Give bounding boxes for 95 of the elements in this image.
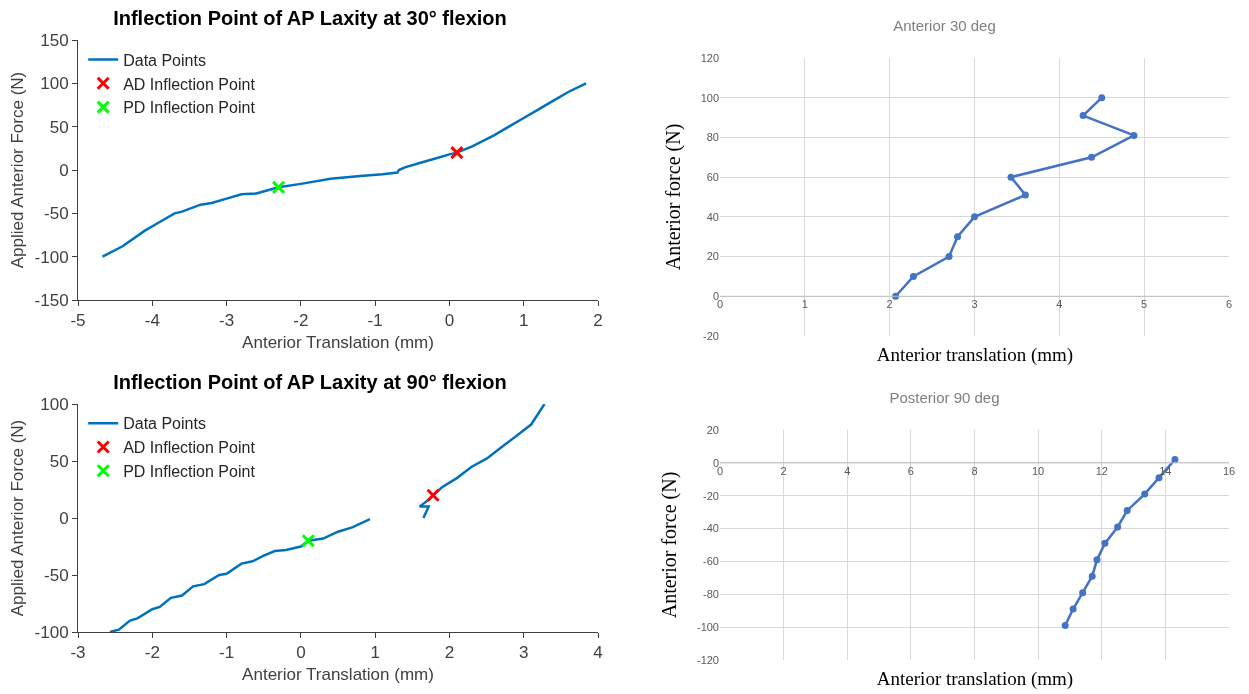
x-tick-label: -4 [144,311,160,331]
x-tick-label: 3 [518,643,529,663]
y-axis-title: Anterior force (N) [662,123,686,271]
point [1061,622,1069,629]
x-tick-label: -3 [219,311,235,331]
x-tick-label: 12 [1095,464,1108,477]
legend-label: Data Points [123,51,206,69]
x-tick-label: 10 [1032,464,1045,477]
x-tick-label: 1 [370,643,380,663]
x-tick-label: -2 [293,311,309,331]
x-tick-label: -1 [367,311,383,331]
x-tick-label: 2 [444,643,455,663]
point [1114,523,1122,531]
y-tick-label: -50 [44,565,69,585]
y-tick-label: 100 [40,74,69,94]
chart-title: Inflection Point of AP Laxity at 90° flexion [113,371,507,393]
legend-label: PD Inflection Point [123,99,256,117]
point [1021,191,1029,199]
x-tick-label: 0 [444,311,455,331]
y-tick-label: -100 [34,622,69,642]
y-tick-label: 100 [700,91,719,104]
x-tick-label: 5 [1141,298,1148,311]
chart-title: Anterior 30 deg [893,17,996,35]
x-tick-label: -3 [70,643,86,663]
x-tick-label: 2 [780,464,787,477]
y-tick-label: -100 [696,620,719,633]
point [1079,589,1087,597]
y-tick-label: 100 [40,394,69,414]
x-tick-label: 2 [886,298,893,311]
x-tick-label: 4 [844,464,851,477]
x-axis-title: Anterior Translation (mm) [242,664,434,684]
point [1093,556,1101,564]
y-tick-label: 0 [712,456,719,469]
x-tick-label: 4 [593,643,603,663]
point [1155,474,1163,482]
y-tick-label: 80 [706,131,719,144]
point [1088,572,1096,580]
x-tick-label: 6 [1225,298,1233,311]
x-tick-label: 16 [1222,464,1236,477]
point [945,253,953,261]
y-tick-label: 20 [706,423,719,436]
point [1088,153,1096,161]
x-tick-label: 4 [1056,298,1063,311]
x-tick-label: -1 [219,643,235,663]
x-tick-label: 6 [907,464,914,477]
legend-label: PD Inflection Point [123,463,256,481]
legend-label: Data Points [123,415,206,433]
point [1098,94,1106,102]
point [1141,490,1149,498]
y-axis-title: Applied Anterior Force (N) [8,419,28,617]
point [909,272,917,280]
y-tick-label: -20 [703,329,719,342]
point [1079,112,1087,120]
x-tick-label: 3 [971,298,978,311]
x-tick-label: -5 [70,311,86,331]
y-tick-label: -150 [34,290,69,310]
chart-title: Inflection Point of AP Laxity at 30° flexion [113,7,507,29]
x-axis-title: Anterior Translation (mm) [242,332,434,352]
y-tick-label: -120 [696,653,719,666]
x-tick-label: 2 [593,311,603,331]
y-tick-label: -40 [703,522,719,535]
y-tick-label: -100 [34,247,69,267]
point [1069,605,1077,613]
y-tick-label: 50 [49,117,69,137]
x-tick-label: 8 [971,464,978,477]
y-tick-label: 50 [49,451,69,471]
legend-label: AD Inflection Point [123,439,256,457]
y-tick-label: 60 [706,170,719,183]
point [1130,131,1138,139]
y-tick-label: 0 [59,508,69,528]
point [971,213,978,221]
x-tick-label: 1 [801,298,808,311]
y-tick-label: 120 [700,51,719,64]
point [954,233,962,241]
x-tick-label: 1 [518,311,529,331]
y-tick-label: -50 [44,204,69,224]
y-tick-label: 40 [706,210,719,223]
y-tick-label: 0 [59,160,69,180]
y-axis-title: Applied Anterior Force (N) [8,71,28,269]
y-tick-label: 150 [40,30,69,50]
point [1101,539,1109,547]
y-tick-label: -80 [703,588,719,601]
x-axis-title: Anterior translation (mm) [876,344,1074,366]
y-tick-label: 20 [706,250,719,263]
point [1007,173,1015,181]
legend-label: AD Inflection Point [123,75,256,93]
x-tick-label: -2 [144,643,160,663]
chart-title: Posterior 90 deg [889,389,1000,407]
x-tick-label: 0 [296,643,306,663]
point [1171,456,1179,464]
y-tick-label: -60 [703,555,719,568]
y-axis-title: Anterior force (N) [658,471,682,619]
x-axis-title: Anterior translation (mm) [876,668,1074,690]
y-tick-label: -20 [703,489,719,502]
point [1123,507,1131,514]
